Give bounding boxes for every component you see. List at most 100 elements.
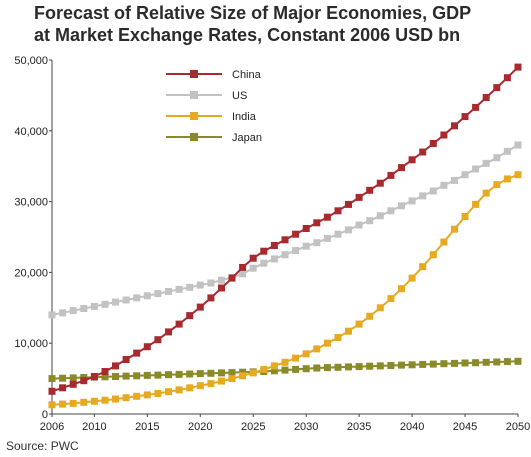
data-point-japan — [112, 373, 119, 380]
data-point-japan — [292, 365, 300, 373]
data-point-japan — [101, 373, 109, 381]
data-point-india — [440, 238, 448, 246]
data-point-india — [218, 377, 225, 385]
data-point-india — [281, 358, 289, 366]
data-point-us — [218, 276, 225, 284]
x-tick-label: 2020 — [188, 421, 212, 433]
data-point-japan — [440, 360, 448, 368]
data-point-india — [196, 382, 204, 390]
data-point-india — [429, 251, 437, 259]
data-point-japan — [196, 370, 204, 378]
data-point-china — [218, 284, 225, 292]
data-point-japan — [451, 359, 458, 367]
x-tick-label: 2025 — [241, 421, 265, 433]
data-point-india — [355, 320, 363, 328]
data-point-india — [48, 401, 56, 409]
data-point-china — [260, 247, 268, 255]
data-point-us — [112, 298, 119, 306]
data-point-china — [313, 219, 321, 227]
x-tick-label: 2045 — [453, 421, 477, 433]
chart-legend: China US India Japan — [166, 69, 262, 144]
data-point-us — [451, 176, 458, 184]
data-point-india — [143, 391, 151, 399]
data-point-india — [313, 345, 321, 353]
data-point-us — [376, 212, 384, 220]
data-point-india — [461, 213, 469, 220]
x-tick-label: 2010 — [82, 421, 106, 433]
data-point-india — [398, 285, 405, 293]
data-point-china — [366, 186, 374, 194]
data-point-india — [376, 304, 384, 312]
data-point-us — [143, 292, 151, 300]
data-point-china — [48, 387, 56, 395]
data-point-china — [175, 320, 183, 328]
data-point-china — [270, 242, 278, 249]
data-point-india — [292, 354, 300, 362]
data-point-india — [186, 384, 194, 392]
data-point-us — [419, 192, 427, 200]
data-point-china — [122, 356, 130, 363]
data-point-india — [260, 365, 268, 373]
data-point-japan — [59, 374, 67, 382]
data-point-china — [207, 294, 215, 302]
data-point-us — [408, 197, 416, 205]
data-point-japan — [281, 366, 289, 374]
legend-item-india: India — [166, 111, 257, 123]
x-tick-label: 2035 — [347, 421, 371, 433]
data-point-india — [90, 397, 98, 405]
source-note: Source: PWC — [6, 439, 79, 453]
data-point-japan — [503, 358, 511, 366]
y-tick-label: 0 — [42, 409, 48, 421]
series-layer — [48, 63, 522, 409]
data-point-us — [472, 165, 480, 173]
data-point-india — [482, 189, 490, 197]
data-point-india — [175, 386, 183, 394]
series-india — [48, 171, 522, 409]
data-point-us — [101, 300, 109, 308]
x-tick-label: 2040 — [400, 421, 424, 433]
data-point-japan — [154, 371, 162, 379]
legend-label-china: China — [232, 69, 262, 81]
legend-item-china: China — [166, 69, 262, 81]
data-point-china — [376, 179, 384, 187]
data-point-china — [80, 377, 88, 385]
data-point-china — [143, 343, 151, 351]
data-point-us — [80, 305, 88, 312]
data-point-us — [122, 296, 130, 304]
chart-title-line-2: at Market Exchange Rates, Constant 2006 … — [34, 25, 461, 45]
chart-axes: 0 10,000 20,000 30,000 40,000 50,000 2006 2010 2… — [14, 55, 530, 433]
data-point-us — [48, 311, 56, 319]
data-point-japan — [493, 358, 501, 366]
data-point-india — [101, 396, 109, 404]
data-point-china — [302, 225, 310, 232]
data-point-china — [451, 122, 458, 130]
data-point-india — [80, 398, 88, 406]
data-point-japan — [302, 365, 310, 373]
data-point-japan — [355, 363, 363, 371]
data-point-japan — [133, 372, 141, 380]
data-point-china — [503, 74, 511, 82]
x-tick-label: 2050 — [506, 421, 530, 433]
data-point-india — [323, 339, 331, 347]
data-point-china — [334, 207, 342, 215]
data-point-china — [196, 303, 204, 311]
y-tick-label: 30,000 — [14, 197, 48, 209]
data-point-us — [175, 285, 183, 293]
chart-title: Forecast of Relative Size of Major Econo… — [34, 2, 524, 46]
data-point-us — [196, 281, 204, 289]
data-point-india — [122, 394, 130, 402]
legend-marker-india — [190, 112, 198, 120]
legend-marker-japan — [190, 133, 198, 141]
data-point-japan — [387, 362, 395, 369]
legend-item-japan: Japan — [166, 132, 262, 144]
data-point-china — [472, 103, 480, 111]
data-point-china — [239, 263, 247, 271]
data-point-japan — [398, 361, 405, 369]
data-point-japan — [345, 363, 352, 371]
data-point-us — [133, 294, 141, 302]
data-point-china — [281, 236, 289, 244]
data-point-japan — [143, 371, 151, 379]
data-point-us — [514, 141, 522, 149]
data-point-japan — [429, 360, 437, 368]
legend-marker-us — [190, 91, 198, 99]
